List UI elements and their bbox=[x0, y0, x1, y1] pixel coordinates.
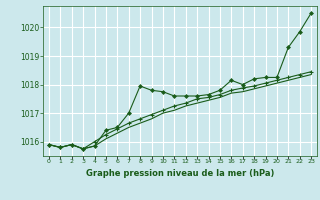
X-axis label: Graphe pression niveau de la mer (hPa): Graphe pression niveau de la mer (hPa) bbox=[86, 169, 274, 178]
